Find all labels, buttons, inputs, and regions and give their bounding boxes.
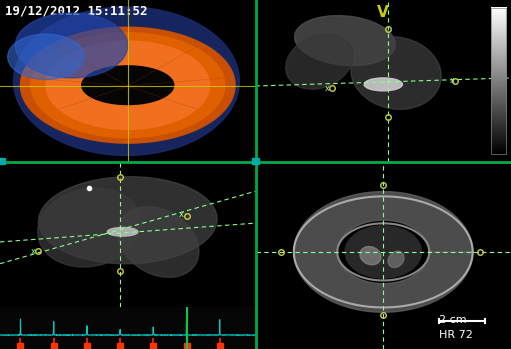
Polygon shape bbox=[14, 7, 239, 155]
Polygon shape bbox=[31, 33, 225, 138]
Ellipse shape bbox=[118, 207, 199, 277]
Polygon shape bbox=[82, 66, 174, 104]
Ellipse shape bbox=[351, 37, 441, 109]
Polygon shape bbox=[20, 27, 235, 143]
Ellipse shape bbox=[286, 34, 353, 89]
Text: x: x bbox=[31, 246, 36, 255]
Polygon shape bbox=[8, 34, 84, 80]
Text: 19/12/2012 15:11:52: 19/12/2012 15:11:52 bbox=[5, 5, 148, 18]
Ellipse shape bbox=[38, 177, 217, 264]
Polygon shape bbox=[294, 192, 473, 312]
Ellipse shape bbox=[294, 16, 396, 66]
Ellipse shape bbox=[388, 251, 404, 268]
Text: HR 72: HR 72 bbox=[439, 330, 473, 340]
Text: x: x bbox=[179, 210, 184, 219]
Polygon shape bbox=[15, 13, 128, 78]
Ellipse shape bbox=[38, 188, 141, 267]
Text: V: V bbox=[378, 5, 389, 20]
Text: x: x bbox=[450, 76, 455, 85]
Ellipse shape bbox=[107, 228, 138, 236]
Text: 2 cm: 2 cm bbox=[439, 315, 467, 325]
Ellipse shape bbox=[364, 78, 403, 91]
Text: x: x bbox=[324, 84, 330, 93]
Ellipse shape bbox=[345, 226, 422, 278]
Ellipse shape bbox=[360, 246, 381, 265]
Polygon shape bbox=[46, 41, 210, 129]
